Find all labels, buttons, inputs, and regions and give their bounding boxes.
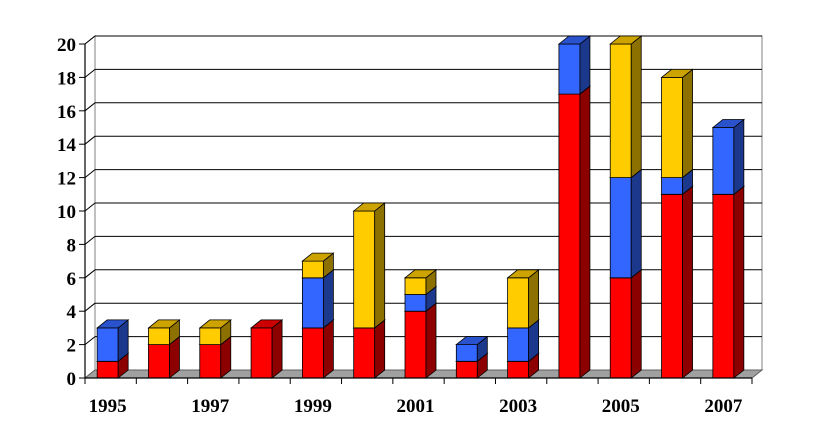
y-tick-label: 14 (57, 135, 77, 156)
bar-segment (609, 277, 632, 379)
bar-segment (507, 360, 530, 379)
y-tick-label: 4 (67, 302, 77, 323)
gridline-side (84, 169, 96, 178)
bar-segment (301, 277, 324, 329)
bar-segment (455, 360, 478, 379)
gridline-side (84, 236, 96, 245)
bar-segment (507, 327, 530, 362)
bar-segment (404, 294, 427, 312)
bar-segment-side (579, 85, 591, 379)
bar-segment (609, 177, 632, 279)
bar-segment (301, 260, 324, 279)
bar-segment-side (528, 268, 540, 329)
bars (96, 35, 745, 379)
bar-segment (353, 327, 376, 379)
bar-segment (661, 193, 683, 379)
gridline-side (84, 102, 96, 112)
bar-segment-side (579, 35, 591, 95)
bar-segment-side (374, 202, 386, 329)
bar-segment (558, 43, 581, 95)
x-tick-label: 2003 (499, 396, 537, 417)
bar-segment-top (455, 336, 489, 346)
bar-segment-top (198, 319, 232, 329)
bar-segment-top (506, 269, 540, 279)
y-tick-label: 12 (57, 169, 76, 190)
bar-segment-top (557, 35, 592, 45)
x-tick-label: 1997 (191, 396, 230, 417)
bar-segment (558, 93, 581, 379)
bar-segment (353, 210, 376, 329)
bar-segment-side (271, 319, 283, 379)
gridline-side (84, 35, 96, 45)
bar-segment-top (660, 69, 694, 78)
y-tick-label: 16 (57, 102, 76, 123)
bar-segment (455, 344, 478, 362)
bar-segment (148, 344, 170, 379)
bar-segment-side (374, 319, 386, 379)
bar-segment-top (609, 35, 643, 45)
y-tick-labels: 0 2 4 6 8 10 12 14 16 18 20 (57, 35, 77, 390)
x-tick-labels: 1995 1997 1999 2001 2003 2005 2007 (89, 396, 743, 417)
bar-segment (404, 310, 427, 379)
y-tick-label: 8 (67, 235, 77, 256)
y-tick-label: 18 (57, 68, 76, 89)
y-tick-label: 6 (67, 269, 77, 290)
bar-segment-side (682, 185, 693, 379)
bar-segment (199, 327, 222, 345)
gridline-side (84, 302, 96, 312)
bar-segment (301, 327, 324, 379)
x-tick-label: 1999 (294, 396, 332, 417)
bar-segment-side (682, 68, 693, 179)
bar-segment (148, 327, 170, 345)
x-tick-label: 2001 (397, 396, 435, 417)
gridline-side (84, 202, 96, 212)
bar-segment (199, 344, 222, 379)
bar-segment (661, 177, 683, 195)
y-tick-label: 20 (57, 35, 76, 56)
bar-segment-side (425, 302, 437, 379)
y-tick-label: 10 (57, 202, 76, 223)
bar-segment (712, 127, 735, 195)
bar-segment-side (733, 118, 745, 196)
bar-segment-side (630, 168, 642, 279)
bar-segment-top (403, 269, 438, 279)
bar-segment-top (352, 202, 386, 212)
gridline-side (84, 69, 96, 78)
bar-segment (507, 277, 530, 329)
gridline-side (84, 135, 96, 145)
gridline-side (84, 336, 96, 345)
bar-segment-top (96, 319, 130, 329)
gridline-side (84, 269, 96, 279)
bar-segment (609, 43, 632, 179)
bar-segment (96, 360, 119, 379)
bar-segment-side (630, 268, 642, 379)
x-tick-label: 2005 (602, 396, 640, 417)
bar-segment-side (322, 319, 334, 379)
bar-segment-side (733, 185, 745, 379)
x-tick-label: 2007 (704, 396, 743, 417)
bar-segment-top (249, 319, 284, 329)
bar-segment (661, 77, 683, 178)
bar-segment-top (301, 252, 335, 262)
x-tick-label: 1995 (89, 396, 127, 417)
y-tick-label: 2 (67, 336, 77, 357)
bar-segment (96, 327, 119, 362)
bar-segment-top (711, 119, 745, 128)
bar-segment-top (147, 319, 181, 329)
bar-segment (250, 327, 273, 379)
axes (79, 43, 753, 384)
bar-segment (712, 193, 735, 379)
bar-segment-side (322, 268, 334, 329)
bar-segment-side (630, 35, 642, 179)
bar-segment (404, 277, 427, 295)
y-tick-label: 0 (67, 369, 77, 390)
